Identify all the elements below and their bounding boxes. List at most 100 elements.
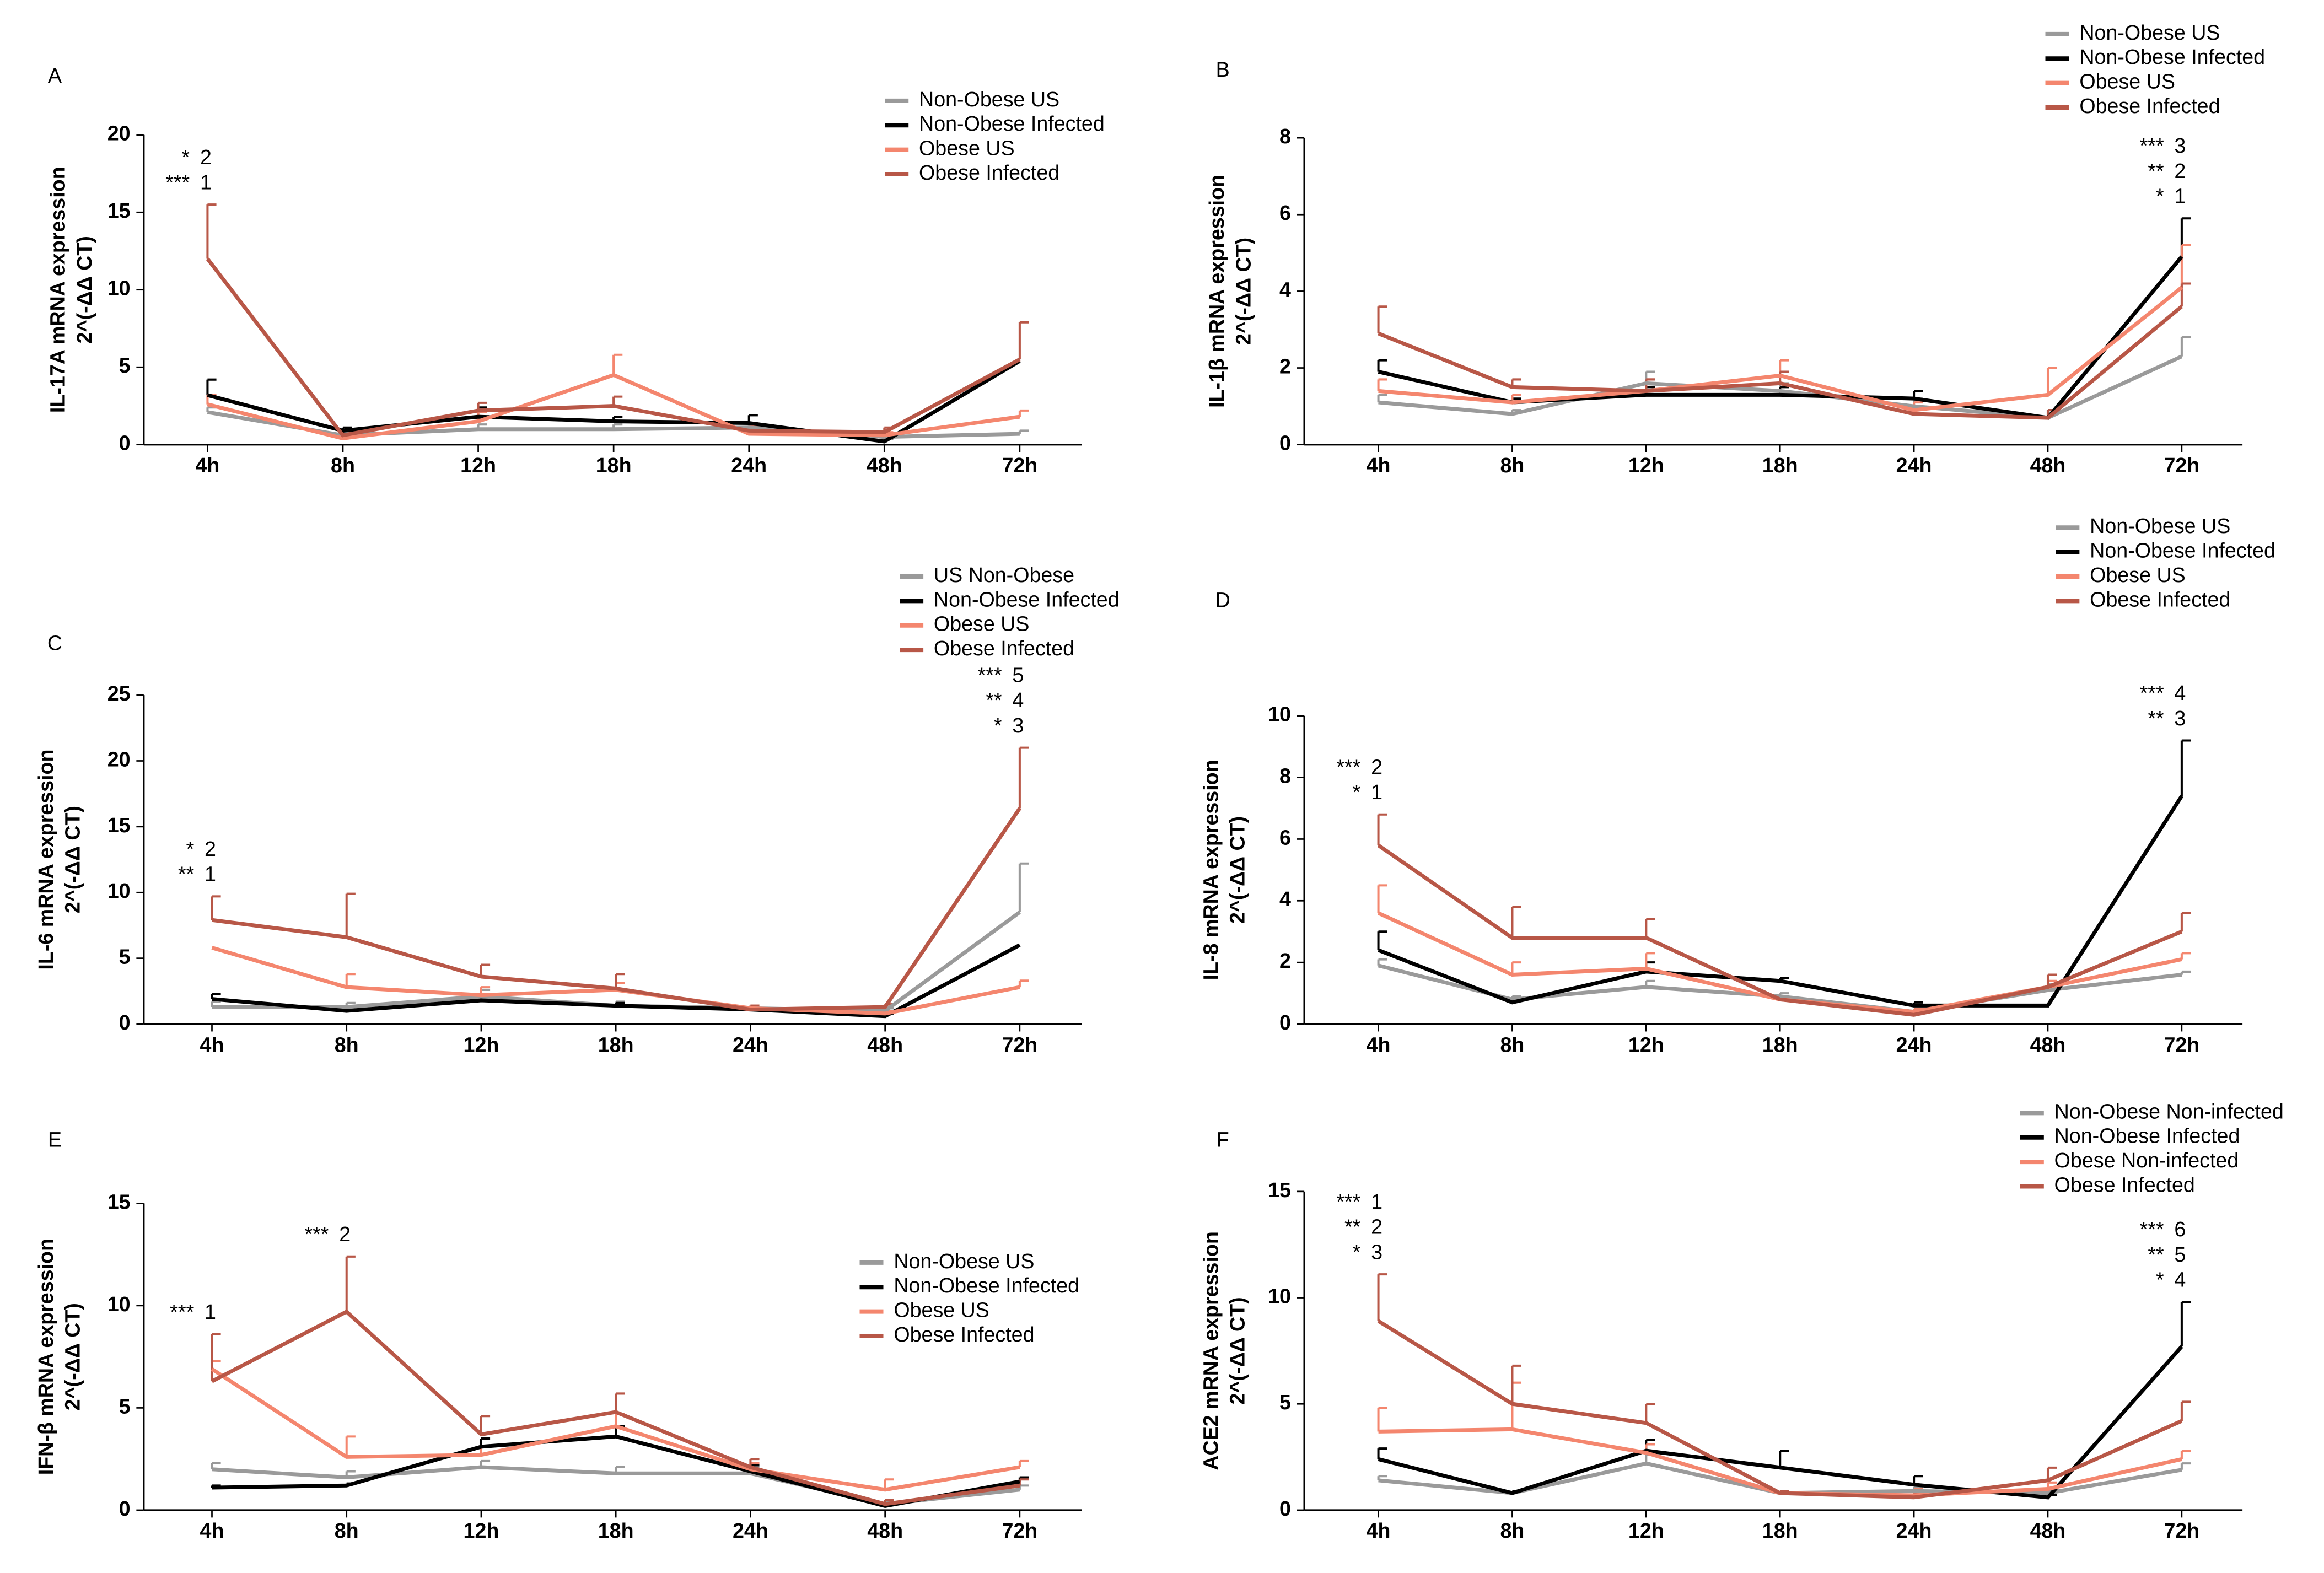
x-tick-label: 48h: [867, 1519, 903, 1542]
y-axis-label: IFN-β mRNA expression: [34, 1238, 57, 1475]
y-tick-label: 5: [1279, 1391, 1291, 1414]
annotation-number: 2: [2174, 159, 2186, 182]
annotation-number: 3: [1371, 1240, 1382, 1263]
series-line: [212, 911, 1021, 1013]
legend-label: Non-Obese Non-infected: [2054, 1100, 2284, 1123]
annotation-number: 5: [1012, 663, 1024, 686]
x-tick-label: 8h: [335, 1033, 359, 1056]
legend-label: US Non-Obese: [934, 563, 1074, 586]
y-axis-label: 2^(-ΔΔ CT): [1232, 238, 1255, 345]
legend-label: Obese US: [894, 1299, 989, 1322]
x-tick-label: 12h: [464, 1033, 499, 1056]
legend-label: Non-Obese Infected: [919, 112, 1105, 135]
legend-label: Obese Infected: [919, 161, 1059, 184]
panel: 0 2 4 6 8 10 4h 8h 12h 18h 24h 48h 72h D IL-8 mRNA exp…: [1199, 514, 2275, 1056]
x-tick-label: 4h: [1367, 1519, 1391, 1542]
annotation-number: 6: [2174, 1218, 2186, 1241]
x-tick-label: 18h: [1762, 1033, 1798, 1056]
y-tick-label: 0: [119, 1497, 131, 1520]
x-tick-label: 8h: [1500, 1033, 1524, 1056]
annotation-stars: ***: [1336, 755, 1360, 778]
y-axis-label: 2^(-ΔΔ CT): [73, 236, 96, 343]
x-tick-label: 8h: [1500, 1519, 1524, 1542]
y-tick-label: 6: [1279, 826, 1291, 849]
x-tick-label: 24h: [1896, 1033, 1932, 1056]
series-line: [207, 373, 1020, 440]
panel-label: B: [1216, 58, 1230, 81]
x-tick-label: 72h: [1002, 1033, 1037, 1056]
series-line: [211, 1367, 1020, 1492]
annotation-stars: ***: [978, 663, 1002, 686]
annotation-number: 1: [205, 863, 216, 886]
x-tick-label: 4h: [1367, 1033, 1391, 1056]
series-line: [1378, 963, 2182, 1014]
x-tick-label: 4h: [1367, 454, 1391, 477]
panel-label: C: [47, 632, 62, 655]
annotation-stars: **: [2148, 707, 2164, 730]
y-tick-label: 5: [119, 945, 131, 968]
annotation-stars: ***: [170, 1300, 194, 1323]
legend-label: Obese Infected: [2079, 94, 2220, 117]
x-tick-label: 4h: [195, 454, 219, 477]
x-tick-label: 4h: [200, 1033, 224, 1056]
legend-label: Non-Obese Infected: [2090, 539, 2275, 562]
legend-label: Non-Obese US: [2079, 21, 2220, 44]
legend-label: Non-Obese Infected: [894, 1274, 1079, 1297]
legend-label: Obese US: [934, 612, 1030, 635]
y-tick-label: 15: [1268, 1178, 1291, 1202]
y-tick-label: 20: [107, 122, 131, 145]
y-axis-label: IL-6 mRNA expression: [34, 750, 57, 970]
series-line: [212, 943, 1021, 1019]
x-tick-label: 48h: [2030, 1033, 2066, 1056]
x-tick-label: 48h: [867, 454, 902, 477]
annotation-number: 1: [200, 170, 212, 193]
annotation-stars: *: [1353, 1240, 1361, 1263]
x-tick-label: 48h: [2030, 1519, 2066, 1542]
x-tick-label: 72h: [2164, 1519, 2199, 1542]
x-tick-label: 72h: [1002, 1519, 1037, 1542]
x-tick-label: 8h: [1500, 454, 1524, 477]
y-axis-label: IL-1β mRNA expression: [1205, 175, 1228, 408]
y-axis-label: 2^(-ΔΔ CT): [1226, 816, 1249, 924]
y-tick-label: 2: [1279, 949, 1291, 972]
y-tick-label: 8: [1279, 764, 1291, 788]
panel-label: D: [1215, 589, 1230, 612]
annotation-stars: *: [1353, 780, 1361, 804]
x-tick-label: 18h: [598, 1033, 634, 1056]
annotation-number: 3: [2174, 707, 2186, 730]
legend-label: Non-Obese US: [2090, 514, 2230, 537]
y-axis-label: IL-17A mRNA expression: [46, 166, 69, 413]
annotation-stars: ***: [1336, 1190, 1360, 1213]
legend-label: Obese US: [2079, 70, 2175, 93]
annotation-stars: **: [178, 863, 195, 886]
annotation-stars: ***: [165, 170, 190, 193]
panel: 0 2 4 6 8 4h 8h 12h 18h 24h 48h 72h B IL-1β mRNA expr…: [1205, 21, 2265, 477]
annotation-stars: *: [2156, 185, 2164, 208]
x-tick-label: 12h: [1628, 1033, 1664, 1056]
series-line: [1377, 1319, 2183, 1500]
annotation-stars: ***: [2140, 1218, 2164, 1241]
series-line: [211, 1309, 1020, 1506]
x-tick-label: 72h: [1002, 454, 1037, 477]
x-tick-label: 12h: [1628, 454, 1664, 477]
y-tick-label: 15: [107, 814, 131, 837]
y-axis-label: IL-8 mRNA expression: [1199, 759, 1222, 980]
y-axis-label: 2^(-ΔΔ CT): [61, 806, 84, 913]
legend-label: Non-Obese US: [919, 88, 1059, 111]
annotation-number: 2: [1371, 755, 1382, 778]
y-tick-label: 5: [119, 354, 131, 377]
annotation-number: 2: [339, 1222, 351, 1246]
legend-label: Obese Infected: [934, 637, 1074, 660]
annotation-stars: ***: [2140, 134, 2164, 157]
x-tick-label: 12h: [460, 454, 496, 477]
x-tick-label: 12h: [1628, 1519, 1664, 1542]
series-line: [1377, 843, 2183, 1017]
annotation-number: 2: [1371, 1215, 1382, 1238]
y-tick-label: 4: [1279, 887, 1291, 911]
y-tick-label: 15: [107, 1190, 131, 1213]
series-line: [1378, 285, 2183, 412]
y-tick-label: 10: [107, 1292, 131, 1316]
x-tick-label: 72h: [2164, 454, 2199, 477]
